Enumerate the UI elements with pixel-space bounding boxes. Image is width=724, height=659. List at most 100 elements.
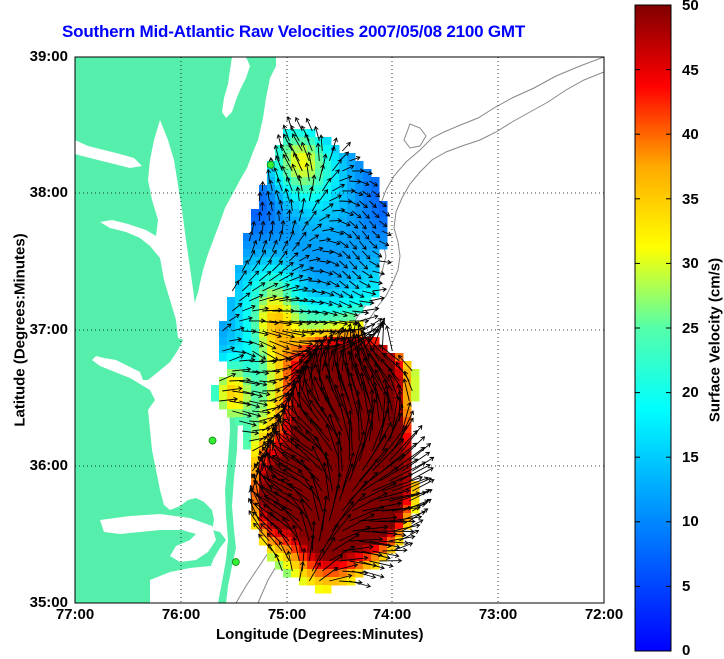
- velocity-cell: [251, 209, 260, 218]
- x-tick-label: 73:00: [478, 606, 518, 623]
- velocity-cell: [299, 265, 308, 274]
- velocity-cell: [315, 209, 324, 218]
- velocity-vector: [262, 330, 283, 339]
- velocity-cell: [315, 513, 324, 522]
- velocity-cell: [235, 305, 244, 314]
- velocity-vector: [359, 200, 368, 209]
- velocity-cell: [291, 241, 300, 250]
- velocity-cell: [235, 369, 244, 378]
- velocity-cell: [315, 521, 324, 530]
- velocity-cell: [227, 385, 236, 394]
- velocity-vector: [331, 500, 354, 532]
- velocity-vector: [298, 352, 313, 382]
- velocity-vector: [232, 302, 243, 312]
- velocity-cell: [363, 401, 372, 410]
- velocity-cell: [355, 457, 364, 466]
- velocity-vector: [293, 152, 303, 172]
- velocity-vector: [392, 446, 426, 472]
- velocity-cell: [299, 249, 308, 258]
- velocity-vector: [319, 259, 331, 265]
- velocity-cell: [243, 353, 252, 362]
- velocity-cell: [315, 193, 324, 202]
- velocity-cell: [291, 273, 300, 282]
- velocity-cell: [403, 521, 412, 530]
- velocity-cell: [299, 489, 308, 498]
- velocity-vector: [287, 405, 313, 432]
- velocity-cell: [307, 385, 316, 394]
- velocity-cell: [395, 441, 404, 450]
- velocity-cell: [355, 161, 364, 170]
- velocity-cell: [355, 209, 364, 218]
- velocity-cell: [211, 385, 220, 394]
- velocity-cell: [291, 345, 300, 354]
- velocity-cell: [251, 465, 260, 474]
- colorbar-tick-label: 50: [682, 0, 699, 14]
- velocity-vector: [332, 533, 360, 552]
- velocity-cell: [355, 529, 364, 538]
- velocity-vector: [258, 450, 270, 482]
- velocity-cell: [307, 441, 316, 450]
- velocity-cell: [251, 505, 260, 514]
- velocity-cell: [291, 521, 300, 530]
- velocity-cell: [323, 433, 332, 442]
- velocity-cell: [347, 361, 356, 370]
- velocity-cell: [363, 417, 372, 426]
- velocity-cell: [371, 257, 380, 266]
- velocity-cell: [267, 393, 276, 402]
- velocity-cell: [291, 337, 300, 346]
- velocity-cell: [291, 465, 300, 474]
- velocity-cell: [363, 409, 372, 418]
- velocity-vector: [361, 330, 380, 362]
- x-axis-label: Longitude (Degrees:Minutes): [216, 626, 424, 643]
- velocity-vector: [249, 419, 268, 425]
- albemarle-sound: [100, 514, 216, 562]
- velocity-vector: [332, 270, 343, 278]
- velocity-cell: [299, 449, 308, 458]
- velocity-cell: [315, 313, 324, 322]
- colorbar-tick-label: 35: [682, 191, 699, 208]
- velocity-cell: [315, 201, 324, 210]
- velocity-cell: [299, 457, 308, 466]
- velocity-vector: [351, 230, 361, 240]
- velocity-vector: [288, 252, 299, 262]
- velocity-cell: [323, 225, 332, 234]
- velocity-vector: [409, 488, 433, 502]
- velocity-cell: [323, 273, 332, 282]
- velocity-cell: [363, 185, 372, 194]
- velocity-vector: [392, 523, 421, 532]
- velocity-cell: [387, 513, 396, 522]
- velocity-cell: [387, 537, 396, 546]
- velocity-vector: [372, 287, 388, 292]
- velocity-vector: [308, 210, 317, 222]
- velocity-cell: [347, 313, 356, 322]
- velocity-cell: [323, 305, 332, 314]
- velocity-vector: [281, 240, 289, 252]
- velocity-cell: [347, 465, 356, 474]
- velocity-cell: [267, 233, 276, 242]
- velocity-cell: [323, 417, 332, 426]
- velocity-cell: [363, 177, 372, 186]
- velocity-cell: [275, 345, 284, 354]
- velocity-cell: [259, 481, 268, 490]
- velocity-cell: [379, 345, 388, 354]
- velocity-cell: [267, 273, 276, 282]
- velocity-cell: [363, 505, 372, 514]
- velocity-cell: [411, 385, 420, 394]
- velocity-cell: [347, 169, 356, 178]
- velocity-cell: [331, 457, 340, 466]
- velocity-vector: [232, 326, 245, 332]
- velocity-cell: [315, 217, 324, 226]
- velocity-vector: [357, 323, 370, 362]
- velocity-vector: [311, 548, 325, 572]
- velocity-cell: [299, 465, 308, 474]
- velocity-cell: [363, 393, 372, 402]
- velocity-cell: [299, 425, 308, 434]
- velocity-vector: [382, 378, 393, 412]
- velocity-cell: [291, 569, 300, 578]
- velocity-cell: [307, 521, 316, 530]
- velocity-cell: [299, 281, 308, 290]
- velocity-vector: [348, 442, 366, 482]
- velocity-vector: [378, 425, 407, 462]
- velocity-cell: [339, 233, 348, 242]
- velocity-vector: [315, 142, 321, 162]
